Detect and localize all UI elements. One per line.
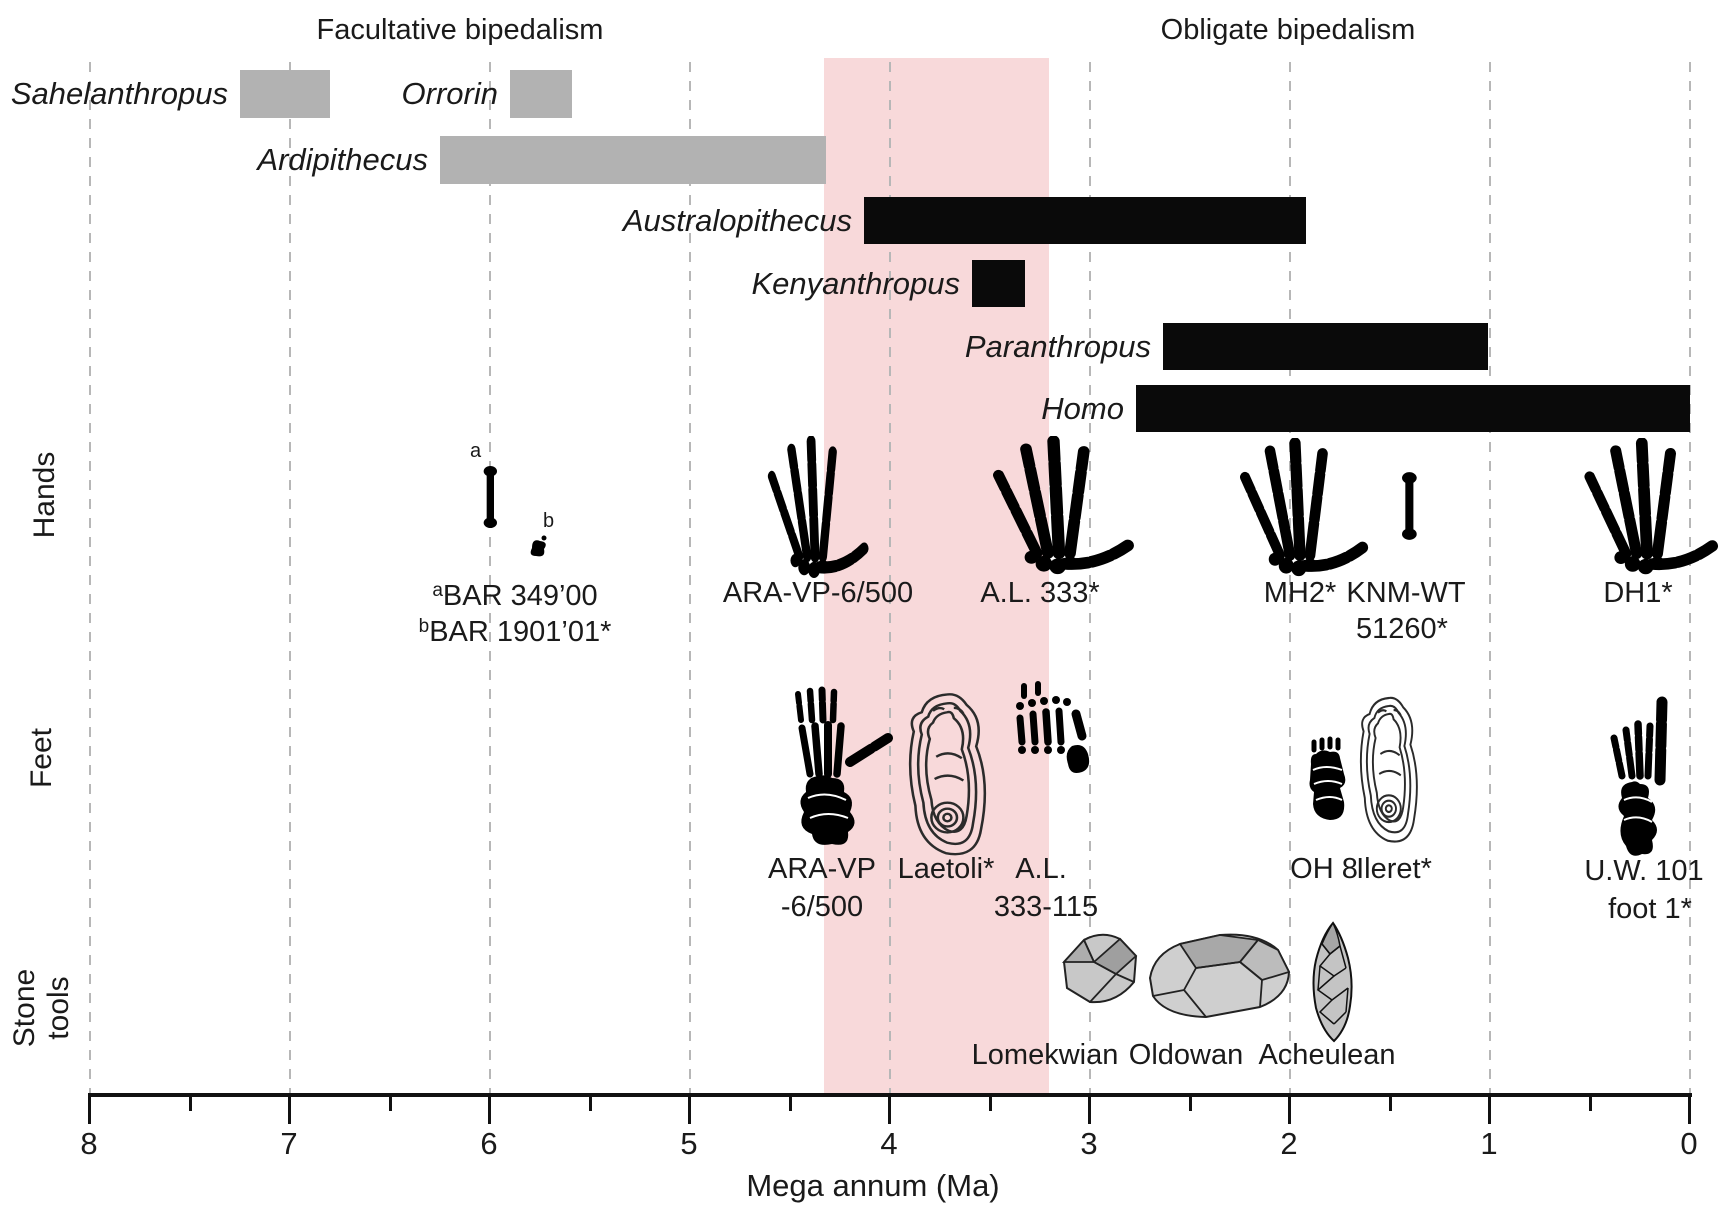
obligate-bipedalism-heading: Obligate bipedalism xyxy=(1160,14,1416,46)
x-axis-tick-label-5: 5 xyxy=(680,1126,698,1161)
taxon-label-australopithecus: Australopithecus xyxy=(622,203,852,238)
x-axis-tick-1 xyxy=(1488,1095,1491,1124)
superscript-a: a xyxy=(432,580,443,601)
x-axis-tick-label-8: 8 xyxy=(80,1126,98,1161)
marker-b: b xyxy=(543,510,555,532)
x-axis-tick-0 xyxy=(1688,1095,1691,1124)
taxon-label-ardipithecus: Ardipithecus xyxy=(257,142,428,177)
x-axis-minor-tick-6p5 xyxy=(389,1095,392,1111)
phalanx-bone-icon xyxy=(480,464,500,530)
x-axis-tick-label-1: 1 xyxy=(1480,1126,1498,1161)
x-axis-tick-3 xyxy=(1088,1095,1091,1124)
hand-fossil-label-bar-1901: bBAR 1901’01* xyxy=(385,610,645,649)
bone-fragment-icon xyxy=(526,532,550,558)
gridline-4ma xyxy=(889,62,891,1093)
x-axis-tick-label-3: 3 xyxy=(1080,1126,1098,1161)
gridline-6ma xyxy=(489,62,491,1093)
taxon-label-sahelanthropus: Sahelanthropus xyxy=(10,76,228,111)
hand-skeleton-icon-mh2 xyxy=(1230,438,1370,584)
foot-skeleton-icon-ara-vp xyxy=(784,686,894,862)
x-axis-tick-7 xyxy=(288,1095,291,1124)
foot-fossil-label-ara-vp-line1: ARA-VP xyxy=(768,853,876,885)
foot-fossil-label-uw-101-line2: foot 1* xyxy=(1608,893,1692,925)
stone-core-icon-oldowan xyxy=(1144,928,1294,1024)
stone-tool-label-lomekwian: Lomekwian xyxy=(971,1039,1119,1071)
range-bar-homo xyxy=(1136,385,1690,432)
stone-tool-label-acheulean: Acheulean xyxy=(1258,1039,1396,1071)
foot-fossil-label-ara-vp-line2: -6/500 xyxy=(780,891,864,923)
foot-fossil-icon-oh8 xyxy=(1306,736,1354,824)
x-axis-tick-label-7: 7 xyxy=(280,1126,298,1161)
hand-skeleton-icon-al-333 xyxy=(982,436,1136,582)
x-axis-minor-tick-7p5 xyxy=(189,1095,192,1111)
foot-fossil-label-al-line2: 333-115 xyxy=(993,891,1099,923)
foot-fossil-label-al-line1: A.L. xyxy=(1015,853,1067,885)
hand-fossil-label-knm-wt-line1: KNM-WT xyxy=(1346,577,1466,609)
foot-fossil-label-laetoli: Laetoli* xyxy=(897,853,995,885)
gridline-8ma xyxy=(89,62,91,1093)
x-axis-tick-label-6: 6 xyxy=(480,1126,498,1161)
x-axis-minor-tick-0p5 xyxy=(1589,1095,1592,1111)
foot-bones-icon-al-333-115 xyxy=(1010,680,1094,782)
footprint-contour-icon-laetoli xyxy=(901,690,997,868)
footprint-contour-icon-ileret xyxy=(1354,694,1426,854)
x-axis-tick-8 xyxy=(88,1095,91,1124)
hand-skeleton-icon-ara-vp xyxy=(760,436,870,586)
range-bar-sahelanthropus xyxy=(240,70,330,118)
taxon-label-homo: Homo xyxy=(1041,391,1124,426)
gridline-7ma xyxy=(289,62,291,1093)
gridline-5ma xyxy=(689,62,691,1093)
x-axis-minor-tick-3p5 xyxy=(989,1095,992,1111)
x-axis-minor-tick-2p5 xyxy=(1189,1095,1192,1111)
hand-fossil-label-dh1: DH1* xyxy=(1603,577,1673,609)
row-label-hands: Hands xyxy=(28,451,61,539)
foot-fossil-label-ileret: Ileret* xyxy=(1356,853,1432,885)
x-axis-title: Mega annum (Ma) xyxy=(746,1168,1000,1203)
taxon-label-kenyanthropus: Kenyanthropus xyxy=(751,266,960,301)
foot-fossil-label-uw-101-line1: U.W. 101 xyxy=(1584,855,1704,887)
stone-core-icon-lomekwian xyxy=(1054,924,1144,1016)
hand-fossil-label-ara-vp: ARA-VP-6/500 xyxy=(722,577,914,609)
x-axis-tick-6 xyxy=(488,1095,491,1124)
marker-a: a xyxy=(470,440,482,462)
hand-fossil-label-bar-349: aBAR 349’00 xyxy=(385,574,645,613)
gridline-1ma xyxy=(1489,62,1491,1093)
hand-fossil-label-mh2: MH2* xyxy=(1263,577,1337,609)
range-bar-kenyanthropus xyxy=(972,260,1025,307)
x-axis-tick-label-0: 0 xyxy=(1680,1126,1698,1161)
x-axis-minor-tick-4p5 xyxy=(789,1095,792,1111)
range-bar-orrorin xyxy=(510,70,572,118)
x-axis-tick-label-2: 2 xyxy=(1280,1126,1298,1161)
metacarpal-bone-icon-knm-wt xyxy=(1398,470,1420,542)
x-axis-tick-5 xyxy=(688,1095,691,1124)
foot-fossil-label-oh8: OH 8 xyxy=(1290,853,1358,885)
taxon-label-orrorin: Orrorin xyxy=(401,76,498,111)
range-bar-ardipithecus xyxy=(440,136,826,184)
range-bar-paranthropus xyxy=(1163,323,1488,370)
x-axis-tick-label-4: 4 xyxy=(880,1126,898,1161)
x-axis-tick-2 xyxy=(1288,1095,1291,1124)
x-axis-minor-tick-5p5 xyxy=(589,1095,592,1111)
facultative-bipedalism-heading: Facultative bipedalism xyxy=(316,14,604,46)
x-axis-tick-4 xyxy=(888,1095,891,1124)
superscript-b: b xyxy=(418,616,430,637)
taxon-label-paranthropus: Paranthropus xyxy=(964,329,1151,364)
range-bar-australopithecus xyxy=(864,197,1306,244)
handaxe-icon-acheulean xyxy=(1304,920,1360,1044)
gridline-3ma xyxy=(1089,62,1091,1093)
hand-fossil-label-al-333: A.L. 333* xyxy=(980,577,1100,609)
gridline-0ma xyxy=(1689,62,1691,1093)
hand-skeleton-icon-dh1 xyxy=(1574,438,1720,582)
hand-fossil-label-bar-349-text: BAR 349’00 xyxy=(442,580,598,612)
row-label-stone-tools: Stone tools xyxy=(8,968,75,1048)
hand-fossil-label-knm-wt-line2: 51260* xyxy=(1356,613,1448,645)
stone-tool-label-oldowan: Oldowan xyxy=(1128,1039,1244,1071)
row-label-feet: Feet xyxy=(25,727,58,789)
foot-skeleton-icon-uw-101 xyxy=(1606,696,1672,864)
hand-fossil-label-bar-1901-text: BAR 1901’01* xyxy=(429,616,612,648)
gridline-2ma xyxy=(1289,62,1291,1093)
x-axis-minor-tick-1p5 xyxy=(1389,1095,1392,1111)
